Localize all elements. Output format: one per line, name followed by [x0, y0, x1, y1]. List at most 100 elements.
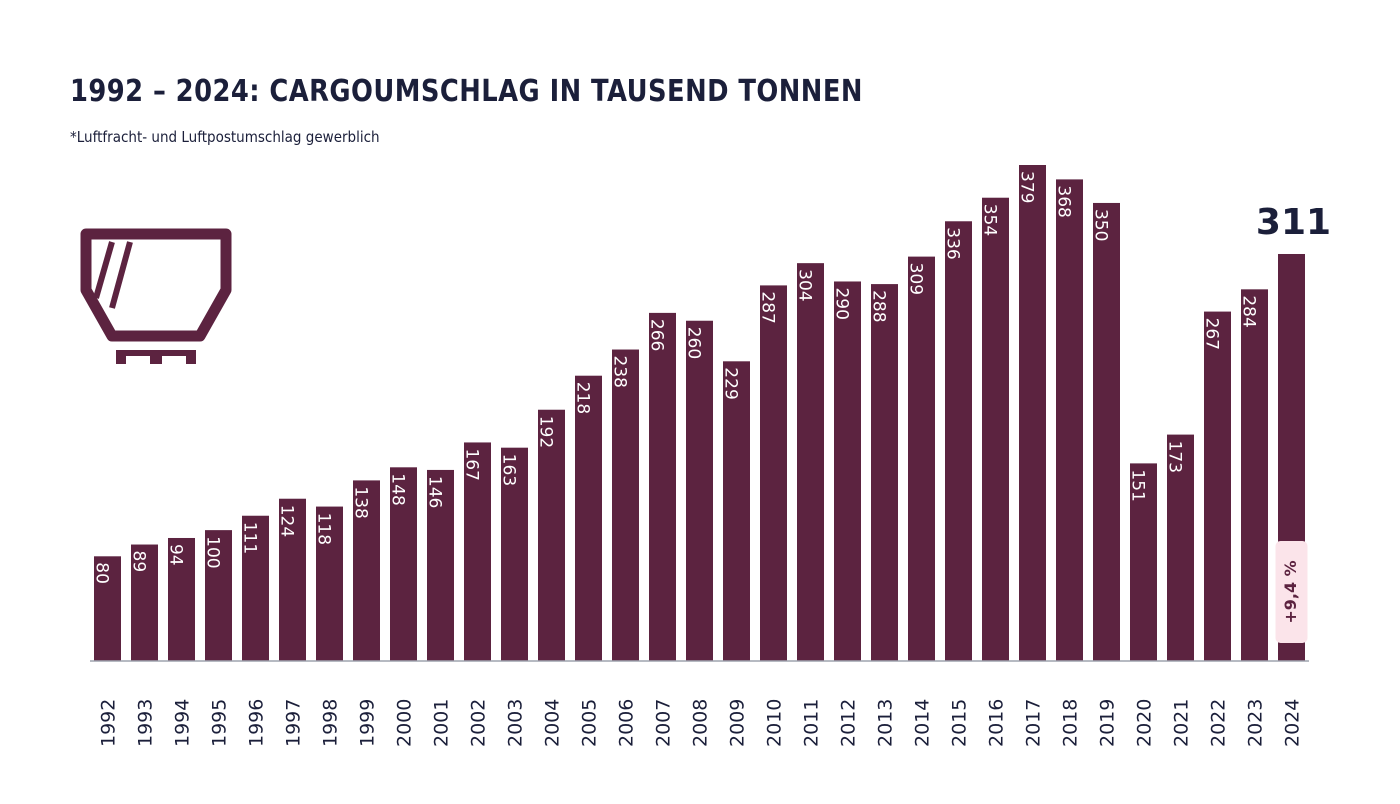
bar-value-label-2009: 229 [721, 367, 741, 399]
bar-value-label-1995: 100 [203, 536, 223, 568]
bar-value-label-2019: 350 [1091, 209, 1111, 241]
bar-value-label-1997: 124 [277, 505, 297, 537]
bar-value-label-2005: 218 [573, 382, 593, 414]
bar-2004 [538, 409, 565, 661]
bar-value-label-1994: 94 [166, 544, 186, 566]
x-tick-label-1997: 1997 [283, 699, 305, 747]
bar-value-label-2016: 354 [980, 204, 1000, 236]
bar-value-label-1992: 80 [92, 562, 112, 584]
x-tick-label-2022: 2022 [1208, 699, 1230, 747]
bar-value-label-2000: 148 [388, 473, 408, 505]
x-tick-label-2023: 2023 [1245, 699, 1267, 747]
x-tick-label-2001: 2001 [431, 699, 453, 747]
bar-2011 [797, 263, 824, 661]
bar-2000 [390, 467, 417, 661]
x-tick-label-2016: 2016 [986, 699, 1008, 747]
x-tick-label-2009: 2009 [727, 699, 749, 747]
x-tick-label-2019: 2019 [1097, 699, 1119, 747]
bar-1992 [94, 556, 121, 661]
bar-value-label-2017: 379 [1017, 171, 1037, 203]
bar-2010 [760, 285, 787, 661]
bar-2003 [501, 447, 528, 661]
x-tick-label-2002: 2002 [468, 699, 490, 747]
bar-2007 [649, 312, 676, 661]
x-tick-label-1995: 1995 [209, 699, 231, 747]
x-tick-label-2000: 2000 [394, 699, 416, 747]
bar-value-label-1998: 118 [314, 513, 334, 545]
bar-value-label-2015: 336 [943, 227, 963, 259]
x-tick-label-2006: 2006 [616, 699, 638, 747]
x-tick-label-1998: 1998 [320, 699, 342, 747]
x-tick-label-2005: 2005 [579, 699, 601, 747]
x-tick-label-2017: 2017 [1023, 699, 1045, 747]
bar-1993 [131, 544, 158, 661]
bar-value-label-1996: 111 [240, 522, 260, 554]
x-tick-label-2020: 2020 [1134, 699, 1156, 747]
bar-2020 [1130, 463, 1157, 661]
bar-value-label-2013: 288 [869, 290, 889, 322]
bar-value-label-1993: 89 [129, 551, 149, 573]
bar-value-label-2003: 163 [499, 454, 519, 486]
bar-value-label-2011: 304 [795, 269, 815, 301]
bar-2005 [575, 375, 602, 661]
bar-2006 [612, 349, 639, 661]
x-tick-label-2015: 2015 [949, 699, 971, 747]
x-tick-label-2014: 2014 [912, 699, 934, 747]
bar-1998 [316, 506, 343, 661]
bar-value-label-2023: 284 [1239, 295, 1259, 327]
x-tick-label-2004: 2004 [542, 699, 564, 747]
bar-2021 [1167, 434, 1194, 661]
bar-2014 [908, 256, 935, 661]
bar-value-label-2020: 151 [1128, 469, 1148, 501]
bar-2015 [945, 221, 972, 661]
bar-value-label-2008: 260 [684, 327, 704, 359]
bar-value-label-2004: 192 [536, 416, 556, 448]
x-tick-label-1996: 1996 [246, 699, 268, 747]
x-tick-label-2024: 2024 [1282, 699, 1304, 747]
x-tick-label-2012: 2012 [838, 699, 860, 747]
bar-2009 [723, 361, 750, 661]
highlight-value-label: 311 [1256, 202, 1331, 243]
bar-value-label-2022: 267 [1202, 318, 1222, 350]
bar-2019 [1093, 202, 1120, 661]
bar-value-label-2012: 290 [832, 287, 852, 319]
bar-2012 [834, 281, 861, 661]
x-tick-label-2003: 2003 [505, 699, 527, 747]
bar-2018 [1056, 179, 1083, 661]
bar-value-label-2014: 309 [906, 263, 926, 295]
x-tick-label-1993: 1993 [135, 699, 157, 747]
x-tick-label-2013: 2013 [875, 699, 897, 747]
bar-2013 [871, 284, 898, 661]
bar-2008 [686, 320, 713, 661]
chart-title: 1992 – 2024: CARGOUMSCHLAG IN TAUSEND TO… [70, 74, 863, 109]
x-tick-label-1999: 1999 [357, 699, 379, 747]
bar-1999 [353, 480, 380, 661]
x-tick-label-2010: 2010 [764, 699, 786, 747]
bar-value-label-2018: 368 [1054, 185, 1074, 217]
bar-2001 [427, 469, 454, 661]
bar-value-label-2001: 146 [425, 476, 445, 508]
bar-value-label-1999: 138 [351, 486, 371, 518]
x-tick-label-2021: 2021 [1171, 699, 1193, 747]
bar-2016 [982, 197, 1009, 661]
bar-value-label-2007: 266 [647, 319, 667, 351]
change-badge-label: +9,4 % [1281, 560, 1300, 623]
bar-1994 [168, 537, 195, 661]
x-tick-label-2011: 2011 [801, 699, 823, 747]
bar-2023 [1241, 289, 1268, 661]
bar-value-label-2021: 173 [1165, 441, 1185, 473]
bar-value-label-2006: 238 [610, 356, 630, 388]
cargo-container-icon [78, 226, 238, 370]
x-tick-label-2007: 2007 [653, 699, 675, 747]
bar-2002 [464, 442, 491, 661]
x-tick-label-2008: 2008 [690, 699, 712, 747]
change-badge [1275, 541, 1308, 643]
x-tick-label-1994: 1994 [172, 699, 194, 747]
chart-subtitle: *Luftfracht- und Luftpostumschlag gewerb… [70, 128, 380, 146]
bar-1995 [205, 530, 232, 661]
bar-2022 [1204, 311, 1231, 661]
bar-value-label-2010: 287 [758, 291, 778, 323]
bar-2017 [1019, 165, 1046, 661]
